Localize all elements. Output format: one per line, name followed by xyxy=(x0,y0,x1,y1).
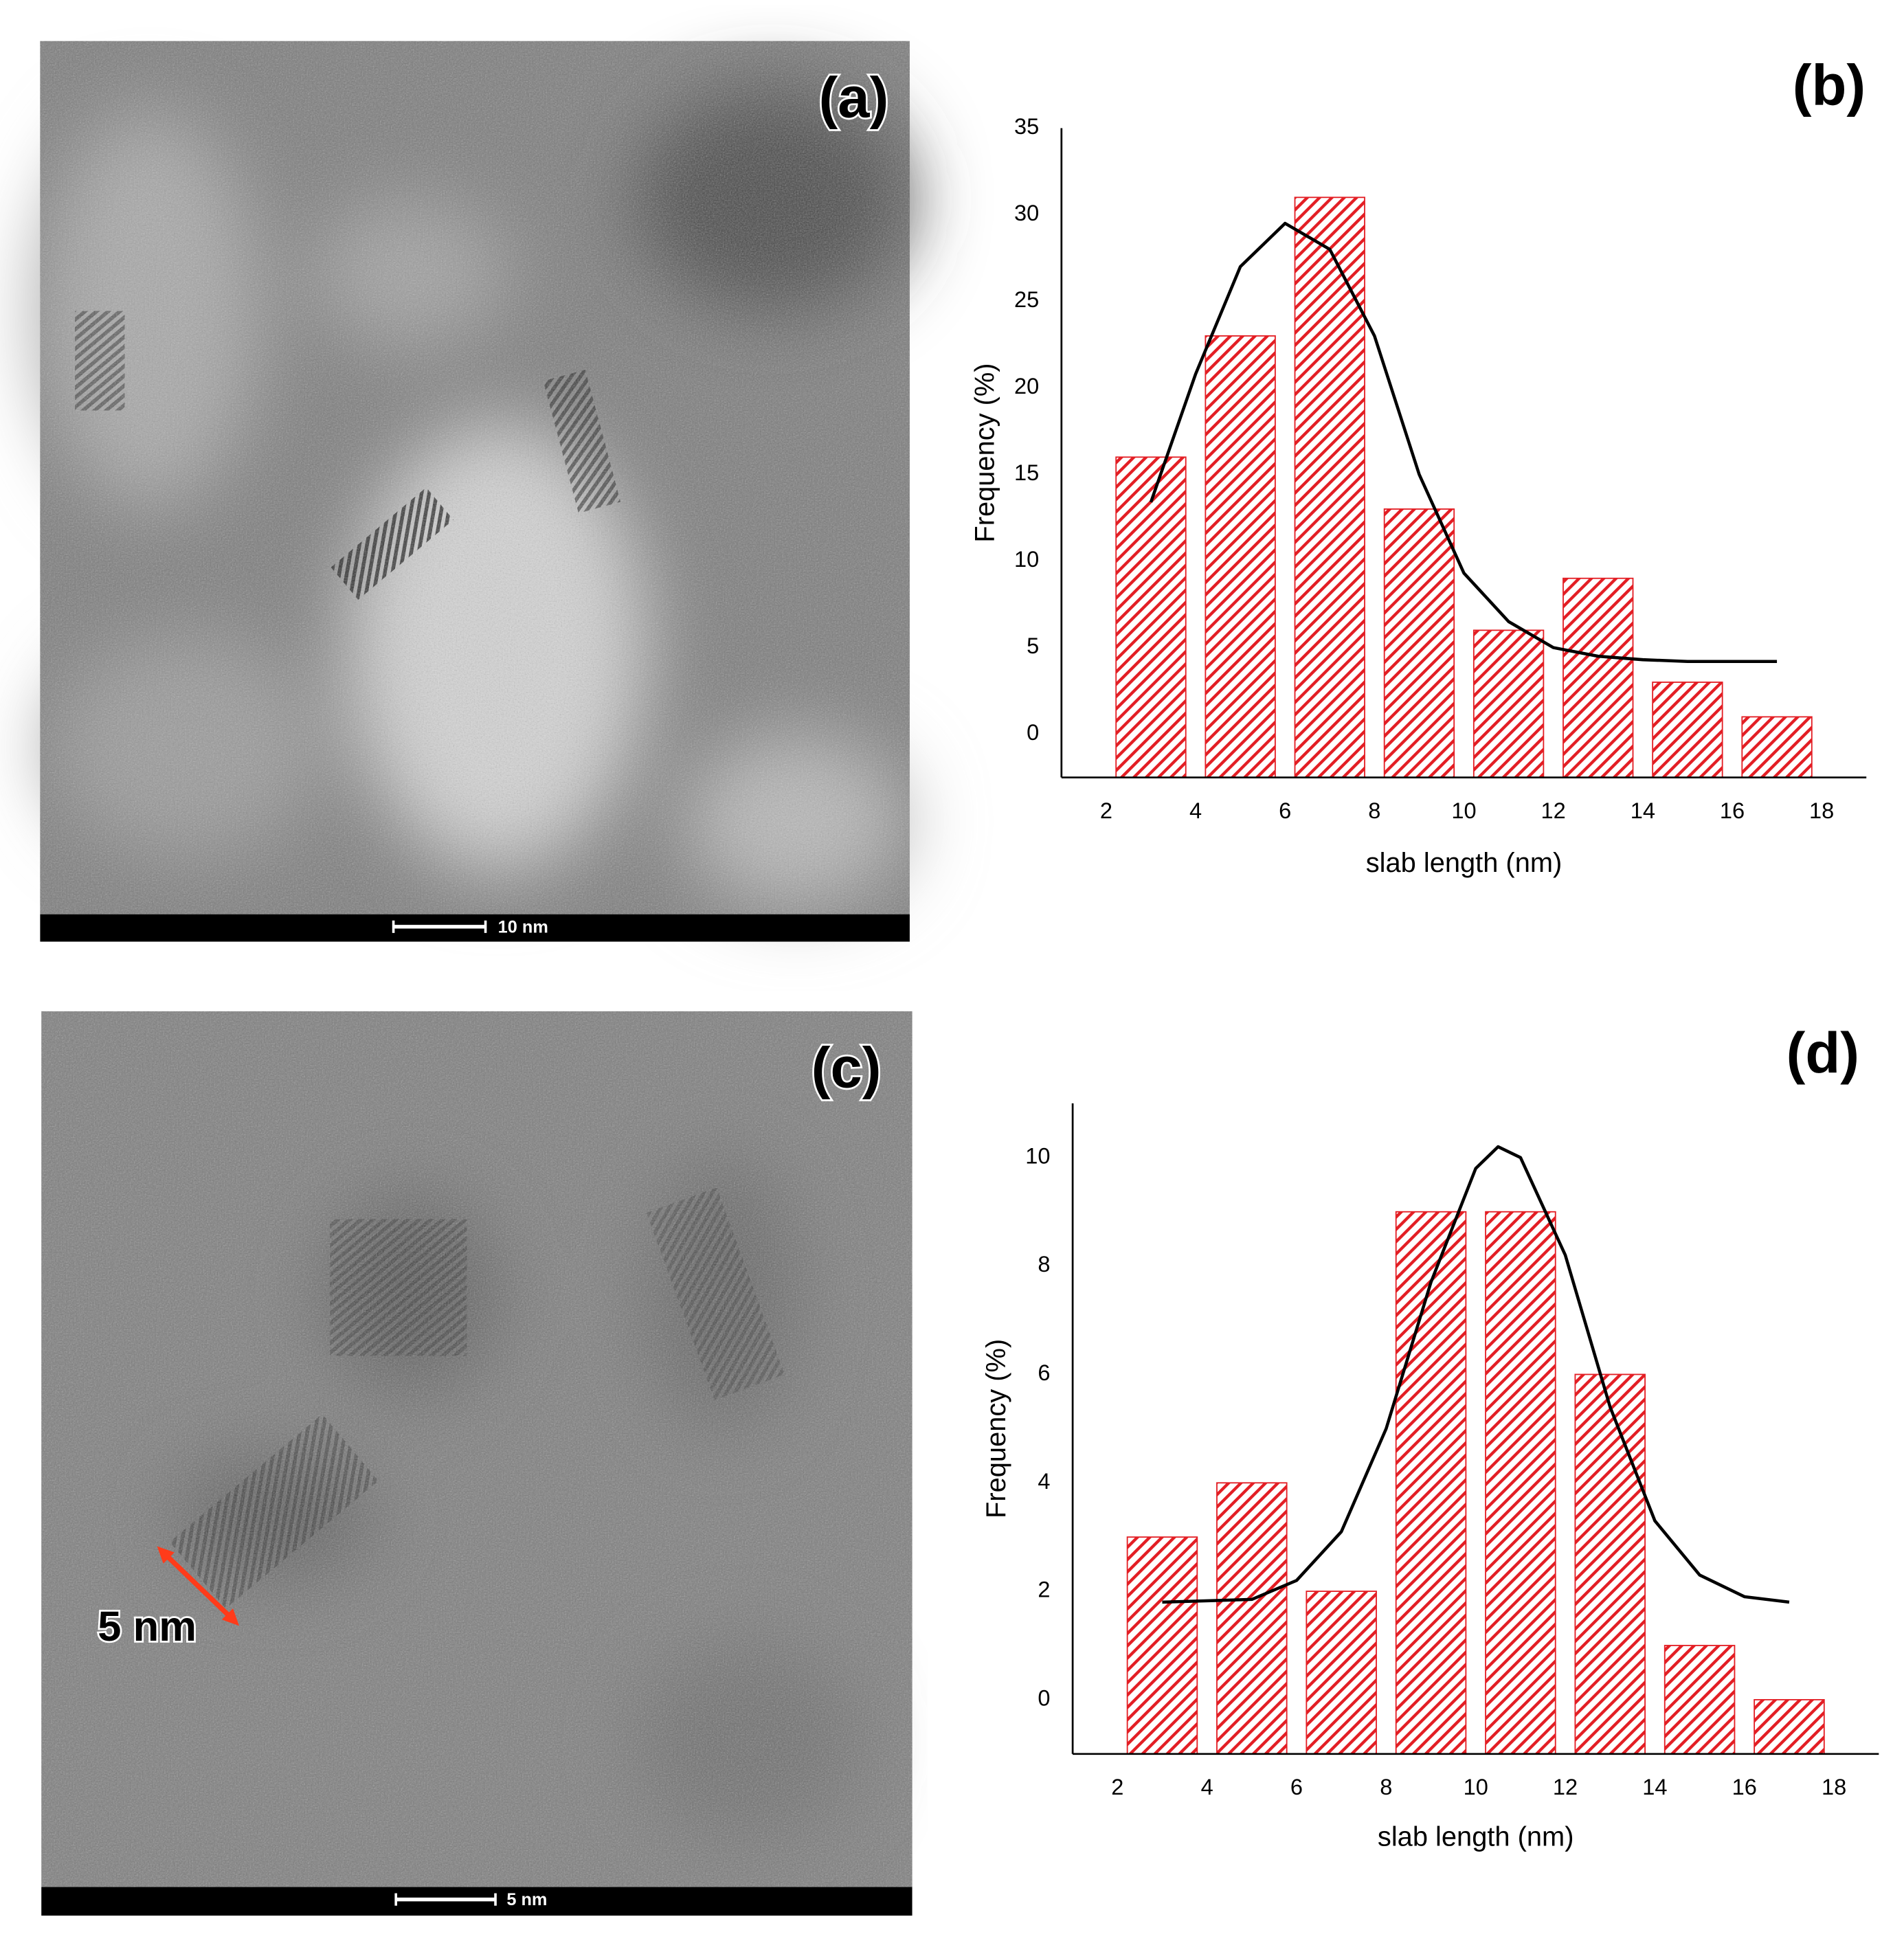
y-tick-label: 4 xyxy=(1038,1469,1050,1494)
bar xyxy=(1563,577,1634,778)
bar xyxy=(1652,682,1723,778)
bar xyxy=(1472,629,1545,778)
panel-label: (c) xyxy=(811,1036,882,1100)
x-tick-label: 6 xyxy=(1279,798,1291,823)
y-tick-label: 5 xyxy=(1027,633,1039,658)
y-tick-label: 15 xyxy=(1014,460,1039,485)
x-tick-label: 2 xyxy=(1111,1775,1123,1799)
measure-arrow xyxy=(161,1550,235,1621)
panel-label: (d) xyxy=(1787,1021,1859,1085)
bar xyxy=(1395,1211,1467,1755)
bar xyxy=(1306,1591,1377,1755)
bar xyxy=(1485,1211,1556,1755)
y-tick-label: 6 xyxy=(1038,1360,1050,1385)
chart: 0 2 4 6 8 10 2 4 6 8 10 12 14 16 18 slab length (nm) Fre… xyxy=(981,1021,1879,1852)
x-tick-label: 10 xyxy=(1451,798,1476,823)
y-tick-label: 0 xyxy=(1038,1686,1050,1711)
scale-bar-label: 10 nm xyxy=(498,917,548,936)
tem-image-a: 10 nm (a) xyxy=(37,41,910,942)
y-axis-title: Frequency (%) xyxy=(981,1339,1011,1518)
scale-bar-label: 5 nm xyxy=(506,1890,547,1909)
y-tick-label: 2 xyxy=(1038,1577,1050,1602)
chart: 0 5 10 15 20 25 30 35 2 4 6 8 10 12 14 16 18 slab length … xyxy=(970,53,1867,878)
bar xyxy=(1216,1482,1288,1755)
bar xyxy=(1741,716,1813,778)
fit-curve xyxy=(1149,221,1778,663)
x-tick-label: 6 xyxy=(1290,1775,1303,1799)
x-tick-label: 14 xyxy=(1631,798,1655,823)
x-tick-label: 18 xyxy=(1822,1775,1846,1799)
bar xyxy=(1126,1536,1198,1755)
y-tick-label: 10 xyxy=(1025,1143,1050,1168)
x-tick-label: 4 xyxy=(1189,798,1202,823)
x-axis-title: slab length (nm) xyxy=(1366,848,1563,878)
panel-label: (b) xyxy=(1793,53,1866,117)
bar xyxy=(1754,1698,1825,1755)
y-tick-label: 20 xyxy=(1014,374,1039,398)
bar xyxy=(1664,1645,1736,1755)
x-tick-label: 16 xyxy=(1720,798,1745,823)
x-tick-label: 12 xyxy=(1541,798,1566,823)
bar xyxy=(1115,456,1187,778)
tem-image-c: 5 nm 5 nm (c) xyxy=(41,1011,912,1916)
y-tick-label: 25 xyxy=(1014,287,1039,312)
bar xyxy=(1574,1373,1646,1755)
x-tick-label: 16 xyxy=(1732,1775,1757,1799)
fit-curve xyxy=(1162,1145,1790,1604)
panel-label: (a) xyxy=(819,65,889,129)
y-tick-label: 35 xyxy=(1014,114,1039,139)
y-tick-label: 10 xyxy=(1014,547,1039,572)
x-tick-label: 10 xyxy=(1464,1775,1488,1799)
x-tick-label: 2 xyxy=(1100,798,1112,823)
bar xyxy=(1205,335,1276,778)
y-tick-label: 0 xyxy=(1027,720,1039,745)
y-axis-title: Frequency (%) xyxy=(970,363,1000,542)
bar xyxy=(1383,508,1455,778)
x-tick-label: 18 xyxy=(1809,798,1834,823)
x-tick-label: 12 xyxy=(1553,1775,1578,1799)
x-tick-label: 4 xyxy=(1201,1775,1213,1799)
x-tick-label: 8 xyxy=(1380,1775,1392,1799)
y-tick-label: 8 xyxy=(1038,1252,1050,1277)
annotation: 5 nm xyxy=(98,1603,197,1650)
x-tick-label: 14 xyxy=(1642,1775,1667,1799)
x-axis-title: slab length (nm) xyxy=(1378,1821,1574,1852)
bar xyxy=(1294,196,1365,778)
x-tick-label: 8 xyxy=(1368,798,1380,823)
y-tick-label: 30 xyxy=(1014,201,1039,225)
